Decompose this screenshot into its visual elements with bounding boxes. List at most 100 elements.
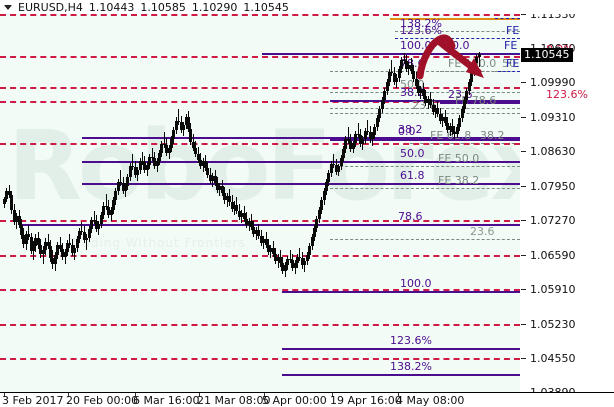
candle-body bbox=[141, 160, 144, 162]
price-tick-label: 1.06590 bbox=[530, 248, 576, 262]
fib-level-line bbox=[395, 37, 520, 39]
candle-body bbox=[383, 90, 387, 100]
fib-level-line bbox=[330, 92, 520, 94]
fib-level-label: 78.6 bbox=[400, 57, 425, 71]
candle-body bbox=[157, 152, 161, 161]
candle-body bbox=[199, 159, 203, 166]
fib-level-line bbox=[495, 53, 520, 55]
candle-body bbox=[325, 182, 329, 192]
fib-level-label: FE 50.0 bbox=[504, 39, 520, 53]
time-axis[interactable]: 3 Feb 2017 20 Feb 00:00 6 Mar 16:00 21 Mar … bbox=[0, 392, 614, 407]
candle-body bbox=[10, 195, 14, 210]
candle-body bbox=[49, 246, 52, 259]
candle-body bbox=[150, 156, 154, 158]
candle-body bbox=[211, 176, 215, 182]
price-tick-mark bbox=[521, 254, 526, 256]
candle-wick bbox=[59, 237, 61, 253]
candle-body bbox=[80, 230, 84, 232]
fib-level-line bbox=[262, 53, 520, 56]
candle-wick bbox=[151, 147, 153, 161]
candle-wick bbox=[178, 109, 180, 126]
time-tick-mark bbox=[68, 393, 69, 397]
candle-body bbox=[61, 249, 65, 258]
candle-body bbox=[295, 257, 299, 264]
candle-body bbox=[279, 257, 283, 264]
fib-level-line bbox=[330, 139, 520, 142]
candle-body bbox=[431, 104, 435, 113]
candle-body bbox=[73, 248, 77, 254]
candle-body bbox=[41, 250, 45, 255]
candle-body bbox=[97, 223, 101, 229]
candle-body bbox=[17, 215, 21, 225]
candle-body bbox=[167, 147, 171, 153]
candle-body bbox=[351, 142, 355, 149]
fib-level-line bbox=[0, 142, 520, 145]
candle-wick bbox=[347, 127, 349, 144]
candle-body bbox=[242, 212, 246, 219]
fib-level-line bbox=[330, 107, 520, 109]
candle-body bbox=[75, 239, 79, 249]
candle-body bbox=[385, 81, 389, 91]
fib-level-label: 100.0 bbox=[400, 276, 432, 290]
fib-level-line bbox=[282, 348, 520, 351]
candle-body bbox=[174, 121, 178, 131]
candle-body bbox=[368, 132, 372, 140]
candle-body bbox=[327, 173, 331, 183]
candle-body bbox=[477, 53, 481, 58]
fib-level-label: 138.2% bbox=[390, 359, 432, 373]
ohlc-open: 1.10443 bbox=[88, 0, 135, 14]
fib-level-line bbox=[22, 223, 520, 226]
candle-body bbox=[252, 226, 256, 234]
fib-level-line bbox=[82, 160, 520, 163]
candle-body bbox=[421, 88, 425, 96]
time-tick-mark bbox=[398, 393, 399, 397]
price-axis[interactable]: 1.113301.106701.099901.093101.086301.079… bbox=[520, 14, 614, 392]
fib-level-line bbox=[465, 18, 520, 21]
candle-body bbox=[334, 164, 338, 172]
candle-body bbox=[203, 160, 207, 168]
candle-body bbox=[373, 127, 377, 136]
candle-body bbox=[213, 176, 217, 184]
fib-level-label: FE 38.2 bbox=[438, 174, 480, 188]
candle-body bbox=[380, 99, 384, 109]
fib-level-label: 50.0 bbox=[400, 78, 425, 92]
time-tick-mark bbox=[135, 393, 136, 397]
candle-body bbox=[111, 200, 115, 210]
candle-body bbox=[177, 121, 181, 123]
chart-plot-area[interactable]: RoboForex Trading Without Frontiers 161.… bbox=[0, 14, 521, 392]
fib-level-label: FE 38.2 bbox=[506, 57, 520, 71]
fib-level-label: 100.0 bbox=[400, 39, 432, 53]
fib-level-line bbox=[0, 56, 520, 59]
candle-wick bbox=[299, 248, 301, 262]
fib-level-line bbox=[0, 100, 520, 103]
candle-body bbox=[419, 88, 423, 93]
fib-level-label: 123.6% bbox=[400, 23, 442, 37]
candle-body bbox=[65, 243, 69, 253]
candle-body bbox=[409, 65, 413, 72]
price-tick-label: 1.11330 bbox=[530, 14, 576, 21]
candle-body bbox=[107, 206, 111, 215]
candle-body bbox=[133, 166, 137, 176]
caret-down-icon[interactable] bbox=[4, 4, 12, 10]
candle-body bbox=[291, 260, 295, 268]
candle-body bbox=[109, 209, 113, 215]
price-tick-label: 1.09310 bbox=[530, 110, 576, 124]
candle-body bbox=[414, 78, 418, 86]
fib-level-label: 23.6 bbox=[412, 99, 437, 113]
candle-body bbox=[424, 95, 428, 103]
candle-body bbox=[283, 265, 287, 271]
fib-level-line bbox=[330, 165, 520, 167]
candle-body bbox=[245, 218, 249, 225]
price-tick-label: 1.03890 bbox=[530, 387, 576, 392]
price-tick-mark bbox=[521, 289, 526, 291]
candle-body bbox=[225, 196, 229, 201]
candle-body bbox=[36, 238, 40, 246]
candle-body bbox=[395, 77, 399, 82]
price-tick-mark bbox=[521, 220, 526, 222]
candle-body bbox=[237, 210, 241, 217]
candle-body bbox=[182, 125, 186, 131]
candle-body bbox=[53, 255, 57, 265]
candle-body bbox=[114, 191, 118, 201]
candle-body bbox=[300, 258, 304, 266]
candle-body bbox=[433, 107, 437, 113]
